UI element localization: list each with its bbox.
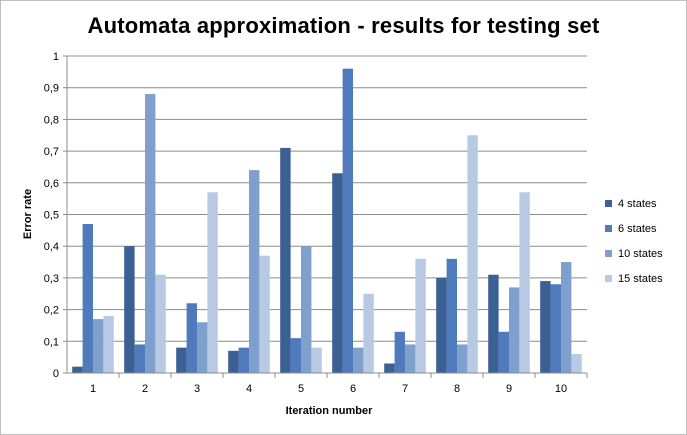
bar-10-states-6 bbox=[353, 347, 364, 373]
bar-4-states-7 bbox=[384, 363, 395, 373]
bar-15-states-4 bbox=[259, 255, 270, 373]
bar-4-states-10 bbox=[540, 281, 551, 373]
y-tick-label: 0,2 bbox=[44, 305, 59, 317]
chart-title: Automata approximation - results for tes… bbox=[87, 13, 600, 38]
y-tick-label: 0 bbox=[53, 368, 59, 380]
bar-6-states-9 bbox=[498, 331, 509, 373]
x-tick-label: 1 bbox=[90, 383, 96, 395]
bar-15-states-6 bbox=[363, 293, 374, 373]
bar-10-states-2 bbox=[145, 94, 156, 373]
y-tick-label: 0,5 bbox=[44, 210, 59, 222]
bar-6-states-2 bbox=[134, 344, 145, 373]
x-tick-label: 5 bbox=[298, 383, 304, 395]
y-tick-label: 0,4 bbox=[44, 241, 59, 253]
legend-swatch bbox=[605, 250, 612, 257]
x-tick-label: 3 bbox=[194, 383, 200, 395]
x-axis-title: Iteration number bbox=[286, 405, 374, 417]
bar-10-states-4 bbox=[249, 170, 260, 373]
y-axis-title: Error rate bbox=[22, 189, 34, 239]
bar-4-states-8 bbox=[436, 277, 447, 373]
bars bbox=[72, 68, 582, 374]
bar-6-states-5 bbox=[290, 338, 301, 373]
bar-15-states-5 bbox=[311, 347, 322, 373]
tick-labels: 0 0,1 0,2 0,3 0,4 0,5 0,6 0,7 0,8 0,9 1 1 2 3 4 5 6 7 8 9 10 bbox=[44, 51, 567, 395]
bar-6-states-8 bbox=[446, 258, 457, 373]
legend-item: 4 states bbox=[605, 191, 663, 216]
bar-10-states-3 bbox=[197, 322, 208, 373]
legend-swatch bbox=[605, 225, 612, 232]
legend-item: 15 states bbox=[605, 266, 663, 291]
bar-6-states-7 bbox=[394, 331, 405, 373]
x-tick-label: 2 bbox=[142, 383, 148, 395]
bar-10-states-5 bbox=[301, 246, 312, 373]
x-tick-label: 8 bbox=[454, 383, 460, 395]
legend-label: 6 states bbox=[618, 222, 657, 235]
bar-15-states-2 bbox=[155, 274, 166, 373]
bar-10-states-9 bbox=[509, 287, 520, 373]
legend-label: 4 states bbox=[618, 197, 657, 210]
bar-6-states-6 bbox=[342, 68, 353, 374]
legend-swatch bbox=[605, 200, 612, 207]
bar-10-states-7 bbox=[405, 344, 416, 373]
bar-15-states-7 bbox=[415, 258, 426, 373]
bar-6-states-4 bbox=[238, 347, 249, 373]
y-tick-label: 0,1 bbox=[44, 336, 59, 348]
bar-4-states-9 bbox=[488, 274, 499, 373]
y-tick-label: 0,9 bbox=[44, 83, 59, 95]
legend-item: 10 states bbox=[605, 241, 663, 266]
x-tick-label: 7 bbox=[402, 383, 408, 395]
bar-4-states-6 bbox=[332, 173, 343, 373]
bar-4-states-2 bbox=[124, 246, 135, 373]
bar-6-states-1 bbox=[82, 224, 93, 373]
bar-10-states-1 bbox=[93, 319, 104, 373]
y-tick-label: 1 bbox=[53, 51, 59, 63]
bar-4-states-5 bbox=[280, 147, 291, 373]
bar-15-states-1 bbox=[103, 315, 114, 373]
legend-label: 10 states bbox=[618, 247, 663, 260]
y-tick-label: 0,8 bbox=[44, 114, 59, 126]
bar-6-states-10 bbox=[550, 284, 561, 373]
x-tick-label: 9 bbox=[506, 383, 512, 395]
bar-15-states-8 bbox=[467, 135, 478, 373]
y-tick-label: 0,7 bbox=[44, 146, 59, 158]
bar-4-states-4 bbox=[228, 350, 239, 373]
x-tick-label: 6 bbox=[350, 383, 356, 395]
legend: 4 states 6 states 10 states 15 states bbox=[605, 191, 663, 291]
bar-4-states-3 bbox=[176, 347, 187, 373]
y-tick-label: 0,6 bbox=[44, 178, 59, 190]
bar-15-states-3 bbox=[207, 192, 218, 373]
y-tick-label: 0,3 bbox=[44, 273, 59, 285]
legend-swatch bbox=[605, 275, 612, 282]
legend-label: 15 states bbox=[618, 272, 663, 285]
axes bbox=[63, 55, 588, 378]
bar-6-states-3 bbox=[186, 303, 197, 373]
bar-10-states-10 bbox=[561, 262, 572, 373]
bar-15-states-10 bbox=[571, 353, 582, 373]
bar-10-states-8 bbox=[457, 344, 468, 373]
legend-item: 6 states bbox=[605, 216, 663, 241]
bar-4-states-1 bbox=[72, 366, 83, 373]
x-tick-label: 10 bbox=[555, 383, 567, 395]
bar-15-states-9 bbox=[519, 192, 530, 373]
x-tick-label: 4 bbox=[246, 383, 252, 395]
